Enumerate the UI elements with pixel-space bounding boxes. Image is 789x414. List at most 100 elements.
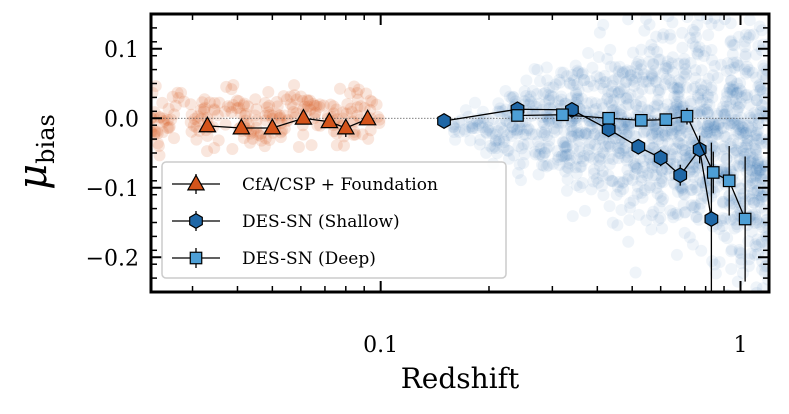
bg-point-des <box>642 167 655 180</box>
bg-point-des <box>743 134 756 147</box>
bg-point-des <box>694 96 707 109</box>
bg-point-des <box>517 156 530 169</box>
bg-point-des <box>705 84 718 97</box>
bg-point-des <box>596 145 609 158</box>
bg-point-des <box>473 138 486 151</box>
bg-point-lowz <box>208 104 221 117</box>
bg-point-des <box>651 45 664 58</box>
bg-point-des <box>563 154 576 167</box>
bg-point-lowz <box>366 95 379 108</box>
bg-point-lowz <box>345 106 358 119</box>
bg-point-des <box>622 120 635 133</box>
bg-point-des <box>619 65 632 78</box>
bg-point-des <box>620 114 633 127</box>
bg-point-des <box>689 199 702 212</box>
data-point <box>358 109 377 126</box>
data-point <box>680 109 694 123</box>
bg-point-des <box>689 40 702 53</box>
bg-point-des <box>762 345 774 357</box>
bg-point-des <box>537 87 550 100</box>
bg-point-des <box>539 86 552 99</box>
bg-point-lowz <box>198 101 211 114</box>
bg-point-des <box>566 141 579 154</box>
bg-point-des <box>653 53 666 66</box>
bg-point-des <box>601 52 614 65</box>
bg-point-des <box>735 117 748 130</box>
bg-point-des <box>616 119 629 132</box>
bg-point-des <box>715 122 728 135</box>
bg-point-des <box>566 210 579 223</box>
bg-point-des <box>718 164 731 177</box>
bg-point-des <box>543 93 556 106</box>
bg-point-des <box>547 157 560 170</box>
bg-point-des <box>522 122 535 135</box>
bg-point-des <box>756 99 769 112</box>
bg-point-des <box>536 111 549 124</box>
bg-point-lowz <box>351 101 364 114</box>
bg-point-des <box>701 106 714 119</box>
bg-point-des <box>555 93 568 106</box>
bg-point-des <box>581 149 594 162</box>
bg-point-des <box>707 118 720 131</box>
bg-point-des <box>725 74 738 87</box>
bg-point-lowz <box>373 117 386 130</box>
bg-point-des <box>459 125 472 138</box>
bg-point-lowz <box>151 137 164 150</box>
bg-point-lowz <box>259 132 272 145</box>
bg-point-des <box>723 82 736 95</box>
bg-point-des <box>610 188 623 201</box>
bg-point-des <box>700 126 713 139</box>
bg-point-des <box>711 71 724 84</box>
bg-point-des <box>749 129 762 142</box>
bg-point-des <box>732 101 745 114</box>
bg-point-des <box>590 102 603 115</box>
bg-point-des <box>542 159 555 172</box>
bg-point-des <box>726 93 739 106</box>
bg-point-des <box>637 154 650 167</box>
bg-point-des <box>679 63 692 76</box>
bg-point-des <box>543 81 556 94</box>
bg-point-des <box>637 68 650 81</box>
bg-point-des <box>702 29 715 42</box>
bg-point-des <box>735 124 748 137</box>
bg-point-des <box>673 124 686 137</box>
bg-point-lowz <box>313 98 326 111</box>
bg-point-des <box>670 151 683 164</box>
bg-point-des <box>650 125 663 138</box>
bg-point-des <box>758 266 769 279</box>
bg-point-des <box>640 124 653 137</box>
bg-point-des <box>669 100 682 113</box>
bg-point-des <box>567 78 580 91</box>
bg-point-des <box>740 147 753 160</box>
bg-point-des <box>725 141 738 154</box>
bg-point-des <box>678 188 691 201</box>
bg-point-des <box>695 302 707 314</box>
bg-point-des <box>538 126 551 139</box>
bg-point-des <box>547 122 560 135</box>
bg-point-des <box>754 218 767 231</box>
bg-point-des <box>491 125 504 138</box>
bg-point-lowz <box>281 115 294 128</box>
bg-point-lowz <box>230 94 243 107</box>
bg-point-des <box>643 55 656 68</box>
bg-point-des <box>635 100 648 113</box>
bg-point-des <box>709 267 722 280</box>
bg-point-des <box>753 195 766 208</box>
bg-point-lowz <box>301 94 314 107</box>
bg-point-des <box>701 122 714 135</box>
bg-point-des <box>753 78 766 91</box>
bg-point-des <box>537 129 550 142</box>
bg-point-lowz <box>249 109 262 122</box>
bg-point-des <box>621 154 634 167</box>
bg-point-des <box>739 50 752 63</box>
bg-point-des <box>684 31 697 44</box>
bg-point-des <box>492 97 505 110</box>
bg-point-des <box>622 118 635 131</box>
bg-point-des <box>601 92 614 105</box>
bg-point-lowz <box>237 99 250 112</box>
bg-point-lowz <box>356 128 369 141</box>
bg-point-des <box>542 115 555 128</box>
bg-point-des <box>724 17 737 30</box>
bg-point-des <box>665 124 678 137</box>
bg-point-des <box>570 86 583 99</box>
